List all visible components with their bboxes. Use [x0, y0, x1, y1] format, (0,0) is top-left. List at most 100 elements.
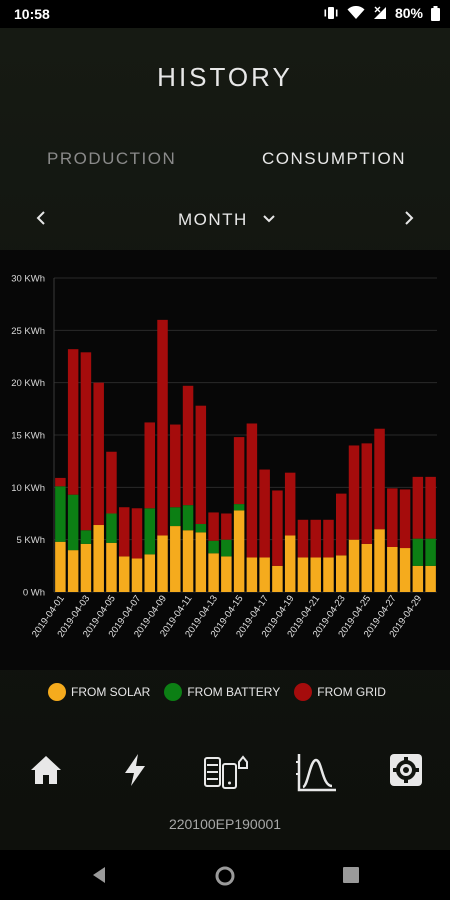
system-recents-button[interactable] [341, 865, 361, 890]
bar-segment-solar [182, 530, 194, 592]
nav-power-button[interactable] [118, 752, 152, 793]
period-dropdown[interactable]: MONTH [178, 210, 248, 229]
nav-settings-button[interactable] [388, 752, 424, 793]
bar-segment-grid [323, 519, 334, 558]
nav-history-button[interactable] [294, 752, 338, 799]
recents-square-icon [343, 867, 359, 883]
bar-segment-grid [106, 451, 117, 514]
tab-consumption[interactable]: CONSUMPTION [262, 149, 406, 168]
bar-segment-solar [67, 550, 79, 592]
y-tick-label: 30 KWh [11, 274, 45, 285]
bar-segment-solar [323, 557, 334, 592]
bottom-navigation [0, 752, 450, 798]
bar-segment-battery [170, 507, 181, 527]
bar-segment-solar [93, 525, 104, 592]
bar-segment-grid [195, 405, 207, 524]
bar-segment-solar [195, 532, 207, 592]
bar-segment-battery [221, 539, 232, 557]
devices-icon [204, 755, 248, 789]
bar-segment-solar [387, 546, 398, 592]
bar-segment-battery [80, 530, 92, 544]
previous-period-button[interactable] [34, 208, 48, 233]
bar-segment-grid [93, 382, 104, 526]
bar-segment-solar [118, 556, 130, 592]
legend-label-battery: FROM BATTERY [187, 685, 281, 699]
bar-segment-grid [310, 519, 321, 558]
chevron-down-icon [263, 215, 275, 223]
legend-label-grid: FROM GRID [317, 685, 386, 699]
system-back-button[interactable] [90, 865, 110, 890]
bar-segment-battery [412, 538, 424, 566]
nav-home-button[interactable] [28, 752, 64, 793]
legend-swatch-battery [164, 683, 183, 701]
bar-segment-battery [182, 505, 194, 531]
bar-segment-solar [284, 535, 296, 592]
bar-segment-solar [425, 565, 436, 592]
bar-segment-grid [374, 428, 385, 530]
home-icon [31, 756, 61, 784]
page-title: HISTORY [157, 62, 293, 92]
bar-segment-solar [246, 557, 258, 592]
legend-item-grid: FROM GRID [294, 683, 386, 701]
home-circle-icon [215, 866, 235, 886]
y-tick-label: 10 KWh [11, 483, 45, 494]
bar-segment-grid [157, 319, 168, 536]
battery-icon [431, 5, 440, 21]
status-time: 10:58 [14, 6, 50, 22]
bar-segment-grid [246, 423, 258, 558]
legend-item-solar: FROM SOLAR [48, 683, 150, 701]
bar-segment-grid [221, 513, 232, 540]
tab-production[interactable]: PRODUCTION [47, 149, 177, 168]
system-home-button[interactable] [214, 865, 236, 892]
bar-segment-solar [399, 548, 411, 592]
bar-segment-battery [425, 538, 436, 566]
device-serial: 220100EP190001 [168, 816, 282, 832]
bar-segment-grid [118, 507, 130, 557]
bar-segment-solar [336, 555, 347, 592]
status-icons: 80% [323, 5, 440, 21]
bar-segment-solar [348, 539, 360, 592]
nav-devices-button[interactable] [203, 752, 249, 797]
bar-segment-grid [387, 488, 398, 547]
bar-segment-solar [374, 529, 385, 592]
legend-item-battery: FROM BATTERY [164, 683, 280, 701]
y-tick-label: 20 KWh [11, 378, 45, 389]
system-navigation-bar [0, 850, 450, 900]
bar-segment-solar [131, 558, 143, 592]
chart-legend: FROM SOLAR FROM BATTERY FROM GRID [48, 682, 400, 702]
bar-segment-battery [195, 523, 207, 533]
period-dropdown-toggle[interactable] [262, 212, 276, 231]
bar-segment-battery [208, 540, 219, 554]
bar-segment-solar [221, 556, 232, 592]
bar-segment-grid [412, 476, 424, 539]
y-tick-label: 15 KWh [11, 431, 45, 442]
vibrate-icon [324, 7, 338, 19]
next-period-button[interactable] [402, 208, 416, 233]
bar-segment-solar [55, 541, 66, 592]
bar-segment-solar [157, 535, 168, 592]
bar-segment-battery [144, 508, 155, 555]
bar-segment-grid [284, 472, 296, 536]
bar-segment-solar [297, 557, 309, 592]
legend-label-solar: FROM SOLAR [71, 685, 151, 699]
bar-segment-grid [272, 490, 283, 566]
y-tick-label: 25 KWh [11, 326, 45, 337]
chart-icon [296, 754, 336, 792]
y-tick-label: 0 Wh [23, 588, 45, 599]
bar-segment-solar [144, 554, 155, 592]
bar-segment-grid [131, 508, 143, 559]
bar-segment-grid [67, 349, 79, 495]
chevron-right-icon [405, 211, 414, 225]
bar-segment-solar [361, 543, 373, 592]
legend-swatch-solar [48, 683, 66, 701]
bar-segment-solar [412, 565, 424, 592]
chevron-left-icon [36, 211, 45, 225]
status-bar: 10:58 80% [0, 0, 450, 28]
bar-segment-grid [233, 437, 245, 505]
bar-segment-grid [336, 493, 347, 556]
back-triangle-icon [93, 867, 105, 883]
period-selector: MONTH [0, 208, 450, 232]
bar-segment-solar [80, 543, 92, 592]
bar-segment-grid [55, 477, 66, 487]
